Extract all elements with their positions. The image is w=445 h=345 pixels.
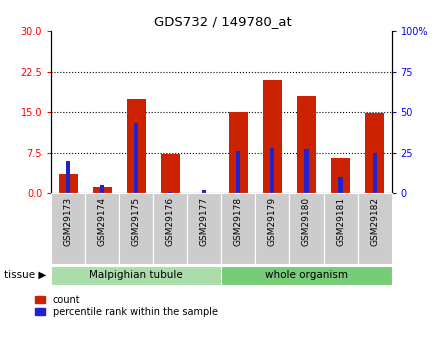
Bar	[134, 124, 138, 193]
Bar	[236, 151, 240, 193]
Bar	[222, 266, 392, 285]
Text: GDS732 / 149780_at: GDS732 / 149780_at	[154, 16, 291, 29]
Bar	[51, 266, 222, 285]
Bar	[66, 161, 70, 193]
Bar	[339, 177, 343, 193]
Bar	[59, 174, 77, 193]
Text: GSM29182: GSM29182	[370, 197, 379, 246]
Text: GSM29180: GSM29180	[302, 197, 311, 246]
Bar	[271, 148, 275, 193]
Bar	[255, 193, 290, 264]
Bar	[153, 193, 187, 264]
Bar	[331, 158, 350, 193]
Legend: count, percentile rank within the sample: count, percentile rank within the sample	[35, 295, 218, 317]
Text: whole organism: whole organism	[265, 270, 348, 280]
Bar	[161, 154, 180, 193]
Bar	[93, 187, 112, 193]
Text: GSM29178: GSM29178	[234, 197, 243, 246]
Bar	[168, 191, 172, 193]
Bar	[85, 193, 119, 264]
Text: GSM29181: GSM29181	[336, 197, 345, 246]
Text: Malpighian tubule: Malpighian tubule	[89, 270, 183, 280]
Text: GSM29173: GSM29173	[64, 197, 73, 246]
Bar	[100, 185, 104, 193]
Text: tissue ▶: tissue ▶	[4, 270, 47, 280]
Text: GSM29179: GSM29179	[268, 197, 277, 246]
Bar	[324, 193, 358, 264]
Text: GSM29176: GSM29176	[166, 197, 175, 246]
Bar	[304, 149, 308, 193]
Text: GSM29177: GSM29177	[200, 197, 209, 246]
Bar	[202, 190, 206, 193]
Bar	[290, 193, 324, 264]
Text: GSM29174: GSM29174	[98, 197, 107, 246]
Bar	[358, 193, 392, 264]
Bar	[119, 193, 153, 264]
Bar	[365, 113, 384, 193]
Bar	[127, 99, 146, 193]
Text: GSM29175: GSM29175	[132, 197, 141, 246]
Bar	[51, 193, 85, 264]
Bar	[263, 80, 282, 193]
Bar	[222, 193, 255, 264]
Bar	[372, 152, 376, 193]
Bar	[187, 193, 222, 264]
Bar	[297, 96, 316, 193]
Bar	[229, 112, 248, 193]
